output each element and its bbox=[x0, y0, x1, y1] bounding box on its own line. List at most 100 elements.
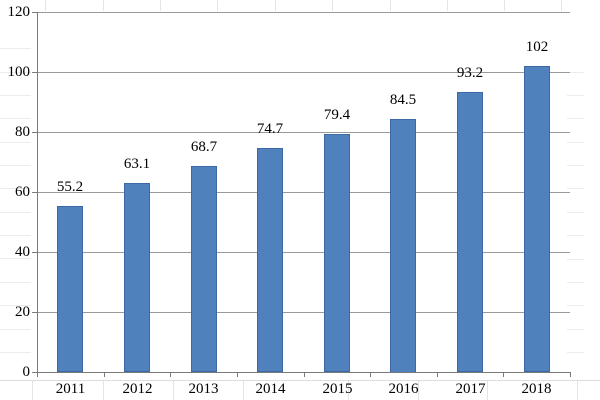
sheet-row-line bbox=[0, 95, 31, 96]
sheet-column-line bbox=[103, 381, 104, 400]
sheet-row-line bbox=[567, 212, 584, 213]
x-axis-tick bbox=[304, 372, 305, 377]
sheet-column-line bbox=[275, 0, 276, 11]
gridline bbox=[37, 12, 570, 13]
bar-value-label: 102 bbox=[525, 39, 549, 55]
sheet-row-line bbox=[0, 118, 31, 119]
y-axis-label: 100 bbox=[7, 64, 31, 80]
x-axis-tick bbox=[370, 372, 371, 377]
x-axis-tick bbox=[170, 372, 171, 377]
sheet-row-line bbox=[567, 188, 584, 189]
y-axis-tick bbox=[32, 72, 37, 73]
x-axis-tick bbox=[237, 372, 238, 377]
bar-2014[interactable] bbox=[257, 148, 283, 372]
sheet-row-line bbox=[0, 305, 31, 306]
sheet-column-line bbox=[160, 0, 161, 11]
sheet-column-line bbox=[103, 0, 104, 11]
y-axis-label: 80 bbox=[15, 124, 30, 140]
y-axis-tick bbox=[32, 12, 37, 13]
y-axis-tick bbox=[32, 252, 37, 253]
y-axis-label: 40 bbox=[15, 244, 30, 260]
sheet-column-line bbox=[447, 0, 448, 11]
bar-2011[interactable] bbox=[57, 206, 83, 372]
y-axis-tick bbox=[32, 312, 37, 313]
sheet-row-line bbox=[567, 142, 584, 143]
bar-2015[interactable] bbox=[324, 134, 350, 372]
gridline bbox=[37, 72, 570, 73]
y-axis-label: 20 bbox=[15, 304, 30, 320]
sheet-row-line bbox=[567, 72, 584, 73]
bar-value-label: 93.2 bbox=[456, 65, 484, 81]
x-axis-tick bbox=[104, 372, 105, 377]
x-axis-tick bbox=[37, 372, 38, 377]
gridline bbox=[37, 252, 570, 253]
sheet-row-line bbox=[0, 72, 31, 73]
sheet-row-line bbox=[567, 235, 584, 236]
y-axis-label: 120 bbox=[7, 4, 31, 20]
y-axis-tick bbox=[32, 192, 37, 193]
x-axis-label: 2014 bbox=[255, 381, 286, 397]
x-axis-label: 2012 bbox=[122, 381, 153, 397]
sheet-column-line bbox=[243, 381, 244, 400]
sheet-column-line bbox=[390, 0, 391, 11]
sheet-row-line bbox=[567, 352, 584, 353]
sheet-column-line bbox=[577, 381, 578, 400]
y-axis-tick bbox=[32, 132, 37, 133]
x-axis-label: 2015 bbox=[322, 381, 353, 397]
sheet-row-line bbox=[567, 329, 584, 330]
sheet-column-line bbox=[561, 0, 562, 11]
sheet-row-line bbox=[567, 305, 584, 306]
x-axis-line bbox=[32, 372, 570, 373]
bar-2016[interactable] bbox=[390, 119, 416, 373]
bar-value-label: 55.2 bbox=[56, 179, 84, 195]
x-axis-tick bbox=[503, 372, 504, 377]
y-axis-line bbox=[37, 12, 38, 377]
bar-2012[interactable] bbox=[124, 183, 150, 372]
sheet-column-line bbox=[504, 0, 505, 11]
bar-value-label: 79.4 bbox=[323, 107, 351, 123]
bar-2013[interactable] bbox=[191, 166, 217, 372]
sheet-row-line bbox=[0, 188, 31, 189]
x-axis-label: 2018 bbox=[521, 381, 552, 397]
sheet-row-line bbox=[0, 235, 31, 236]
x-axis-tick bbox=[437, 372, 438, 377]
bar-value-label: 74.7 bbox=[256, 121, 284, 137]
x-axis-label: 2011 bbox=[55, 381, 86, 397]
sheet-row-line bbox=[567, 95, 584, 96]
sheet-row-line bbox=[567, 165, 584, 166]
sheet-row-line bbox=[0, 212, 31, 213]
sheet-row-line bbox=[0, 282, 31, 283]
y-axis-label: 60 bbox=[15, 184, 30, 200]
sheet-column-line bbox=[173, 381, 174, 400]
x-axis-label: 2017 bbox=[455, 381, 486, 397]
sheet-row-line bbox=[567, 259, 584, 260]
sheet-column-line bbox=[418, 381, 419, 400]
bar-value-label: 84.5 bbox=[389, 92, 417, 108]
bar-value-label: 63.1 bbox=[123, 156, 151, 172]
bar-value-label: 68.7 bbox=[190, 139, 218, 155]
y-axis-label: 0 bbox=[22, 364, 31, 380]
sheet-column-line bbox=[217, 0, 218, 11]
bar-2017[interactable] bbox=[457, 92, 483, 372]
sheet-column-line bbox=[348, 381, 349, 400]
bar-2018[interactable] bbox=[524, 66, 550, 372]
gridline bbox=[37, 132, 570, 133]
sheet-column-line bbox=[332, 0, 333, 11]
sheet-row-line bbox=[0, 48, 31, 49]
sheet-column-line bbox=[32, 381, 33, 400]
sheet-row-line bbox=[0, 165, 31, 166]
x-axis-tick bbox=[570, 372, 571, 377]
sheet-row-line bbox=[0, 329, 31, 330]
x-axis-label: 2016 bbox=[388, 381, 419, 397]
sheet-row-line bbox=[0, 258, 31, 259]
gridline bbox=[37, 192, 570, 193]
sheet-row-line bbox=[567, 118, 584, 119]
sheet-row-line bbox=[0, 352, 31, 353]
sheet-column-line bbox=[487, 381, 488, 400]
gridline bbox=[37, 312, 570, 313]
sheet-row-line bbox=[567, 282, 584, 283]
x-axis-label: 2013 bbox=[188, 381, 219, 397]
sheet-column-line bbox=[45, 0, 46, 11]
sheet-row-line bbox=[0, 380, 600, 381]
